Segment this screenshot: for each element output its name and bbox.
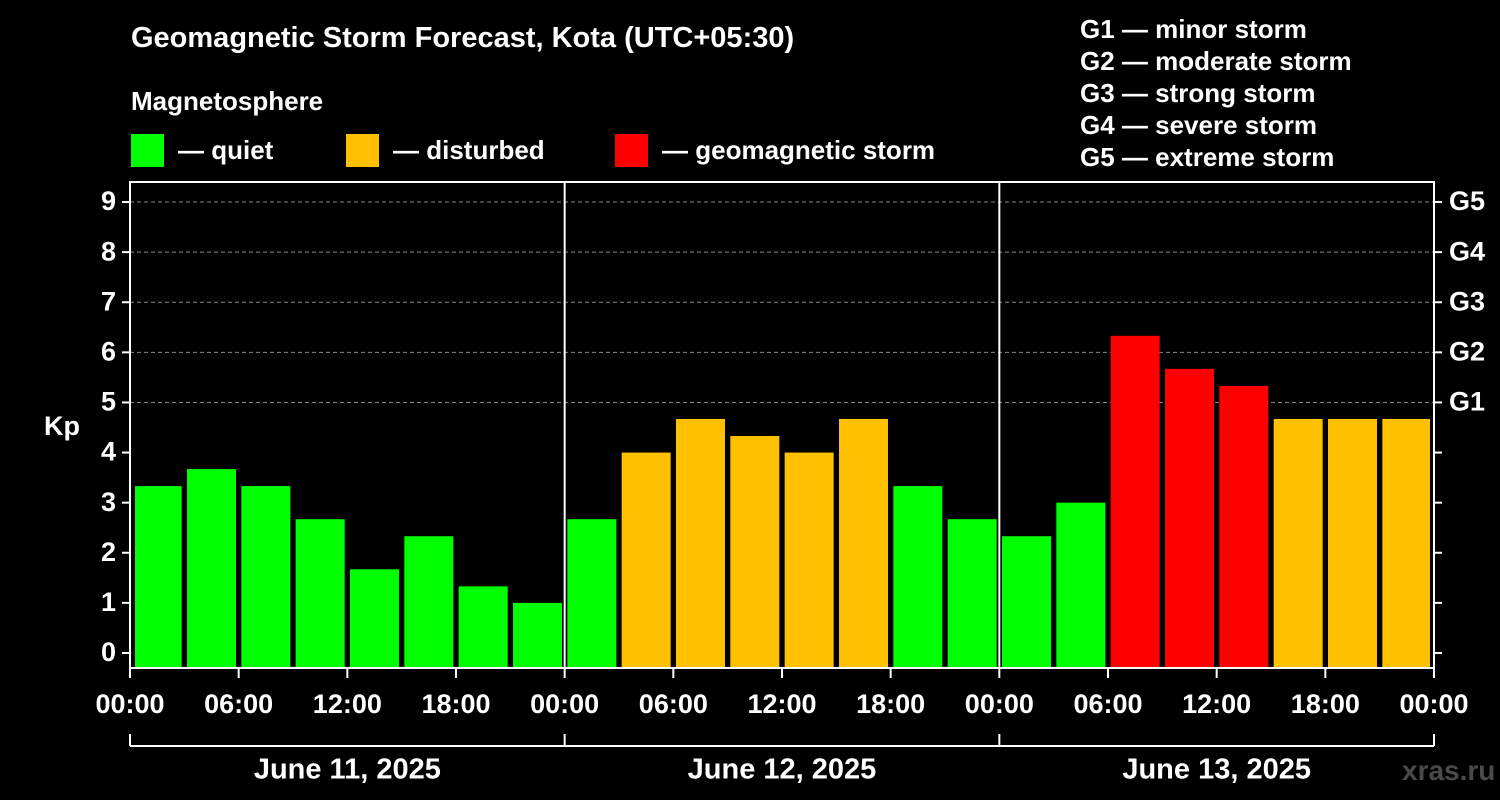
y-tick-label: 4 bbox=[101, 437, 116, 467]
g-scale-legend: G1 — minor storm G2 — moderate storm G3 … bbox=[1080, 13, 1352, 173]
x-tick-label: 12:00 bbox=[313, 689, 382, 719]
legend-label-quiet: — quiet bbox=[178, 134, 274, 165]
x-tick-label: 18:00 bbox=[1291, 689, 1360, 719]
kp-bar bbox=[567, 519, 617, 668]
y-tick-label: 1 bbox=[101, 587, 116, 617]
kp-bar bbox=[1273, 418, 1323, 668]
x-tick-label: 06:00 bbox=[1073, 689, 1142, 719]
chart-title: Geomagnetic Storm Forecast, Kota (UTC+05… bbox=[131, 22, 795, 54]
legend-heading: Magnetosphere bbox=[131, 86, 324, 116]
kp-bar bbox=[241, 486, 291, 668]
y-tick-label: 6 bbox=[101, 336, 116, 366]
kp-bar bbox=[839, 418, 888, 668]
kp-bar bbox=[947, 519, 997, 668]
g-scale-g2: G2 — moderate storm bbox=[1080, 46, 1352, 76]
x-tick-label: 12:00 bbox=[1182, 689, 1251, 719]
legend-item-disturbed: — disturbed bbox=[346, 133, 545, 167]
kp-bar bbox=[784, 452, 834, 668]
g-level-label: G3 bbox=[1449, 286, 1485, 316]
x-tick-label: 00:00 bbox=[965, 689, 1034, 719]
g-scale-g1: G1 — minor storm bbox=[1080, 14, 1307, 44]
kp-bar bbox=[350, 569, 399, 668]
date-label: June 12, 2025 bbox=[688, 754, 877, 786]
kp-bar bbox=[1165, 368, 1214, 668]
x-tick-label: 18:00 bbox=[421, 689, 490, 719]
legend-item-quiet: — quiet bbox=[131, 133, 273, 167]
kp-bar bbox=[513, 602, 562, 668]
x-tick-label: 12:00 bbox=[747, 689, 816, 719]
kp-bar bbox=[1002, 536, 1051, 668]
y-axis-label: Kp bbox=[44, 411, 80, 441]
legend-item-storm: — geomagnetic storm bbox=[615, 133, 935, 167]
y-tick-label: 0 bbox=[101, 637, 116, 667]
g-level-label: G1 bbox=[1449, 387, 1485, 417]
x-tick-label: 06:00 bbox=[639, 689, 708, 719]
y-tick-label: 8 bbox=[101, 236, 116, 266]
x-tick-label: 00:00 bbox=[1399, 689, 1468, 719]
watermark: xras.ru bbox=[1402, 755, 1496, 786]
kp-bar bbox=[1056, 502, 1106, 668]
kp-bar bbox=[621, 452, 671, 668]
x-tick-label: 00:00 bbox=[530, 689, 599, 719]
kp-bar bbox=[458, 586, 508, 668]
legend-label-storm: — geomagnetic storm bbox=[662, 134, 936, 165]
kp-bar bbox=[1328, 418, 1377, 668]
kp-bar bbox=[135, 486, 182, 668]
y-tick-label: 9 bbox=[101, 186, 116, 216]
kp-bar bbox=[1219, 385, 1269, 668]
x-tick-label: 06:00 bbox=[204, 689, 273, 719]
g-scale-g4: G4 — severe storm bbox=[1080, 110, 1318, 140]
g-scale-g5: G5 — extreme storm bbox=[1080, 142, 1335, 172]
y-tick-label: 2 bbox=[101, 537, 116, 567]
kp-bar bbox=[676, 418, 725, 668]
legend-label-disturbed: — disturbed bbox=[393, 134, 545, 165]
y-tick-label: 3 bbox=[101, 487, 116, 517]
kp-bar bbox=[1110, 335, 1160, 668]
date-label: June 13, 2025 bbox=[1122, 754, 1311, 786]
kp-bar bbox=[730, 436, 780, 668]
x-tick-label: 00:00 bbox=[95, 689, 164, 719]
legend-swatch-quiet bbox=[131, 133, 164, 167]
kp-bar bbox=[893, 486, 943, 668]
y-tick-label: 5 bbox=[101, 387, 116, 417]
kp-bar bbox=[1382, 418, 1430, 668]
legend-swatch-disturbed bbox=[346, 133, 379, 167]
kp-bar bbox=[404, 536, 454, 668]
g-level-label: G2 bbox=[1449, 336, 1485, 366]
g-level-label: G5 bbox=[1449, 186, 1485, 216]
g-level-label: G4 bbox=[1449, 236, 1485, 266]
y-tick-label: 7 bbox=[101, 286, 116, 316]
kp-bar bbox=[187, 469, 236, 668]
g-scale-g3: G3 — strong storm bbox=[1080, 78, 1316, 108]
kp-bar bbox=[295, 519, 345, 668]
date-label: June 11, 2025 bbox=[254, 754, 441, 786]
x-tick-label: 18:00 bbox=[856, 689, 925, 719]
legend-swatch-storm bbox=[615, 133, 648, 167]
